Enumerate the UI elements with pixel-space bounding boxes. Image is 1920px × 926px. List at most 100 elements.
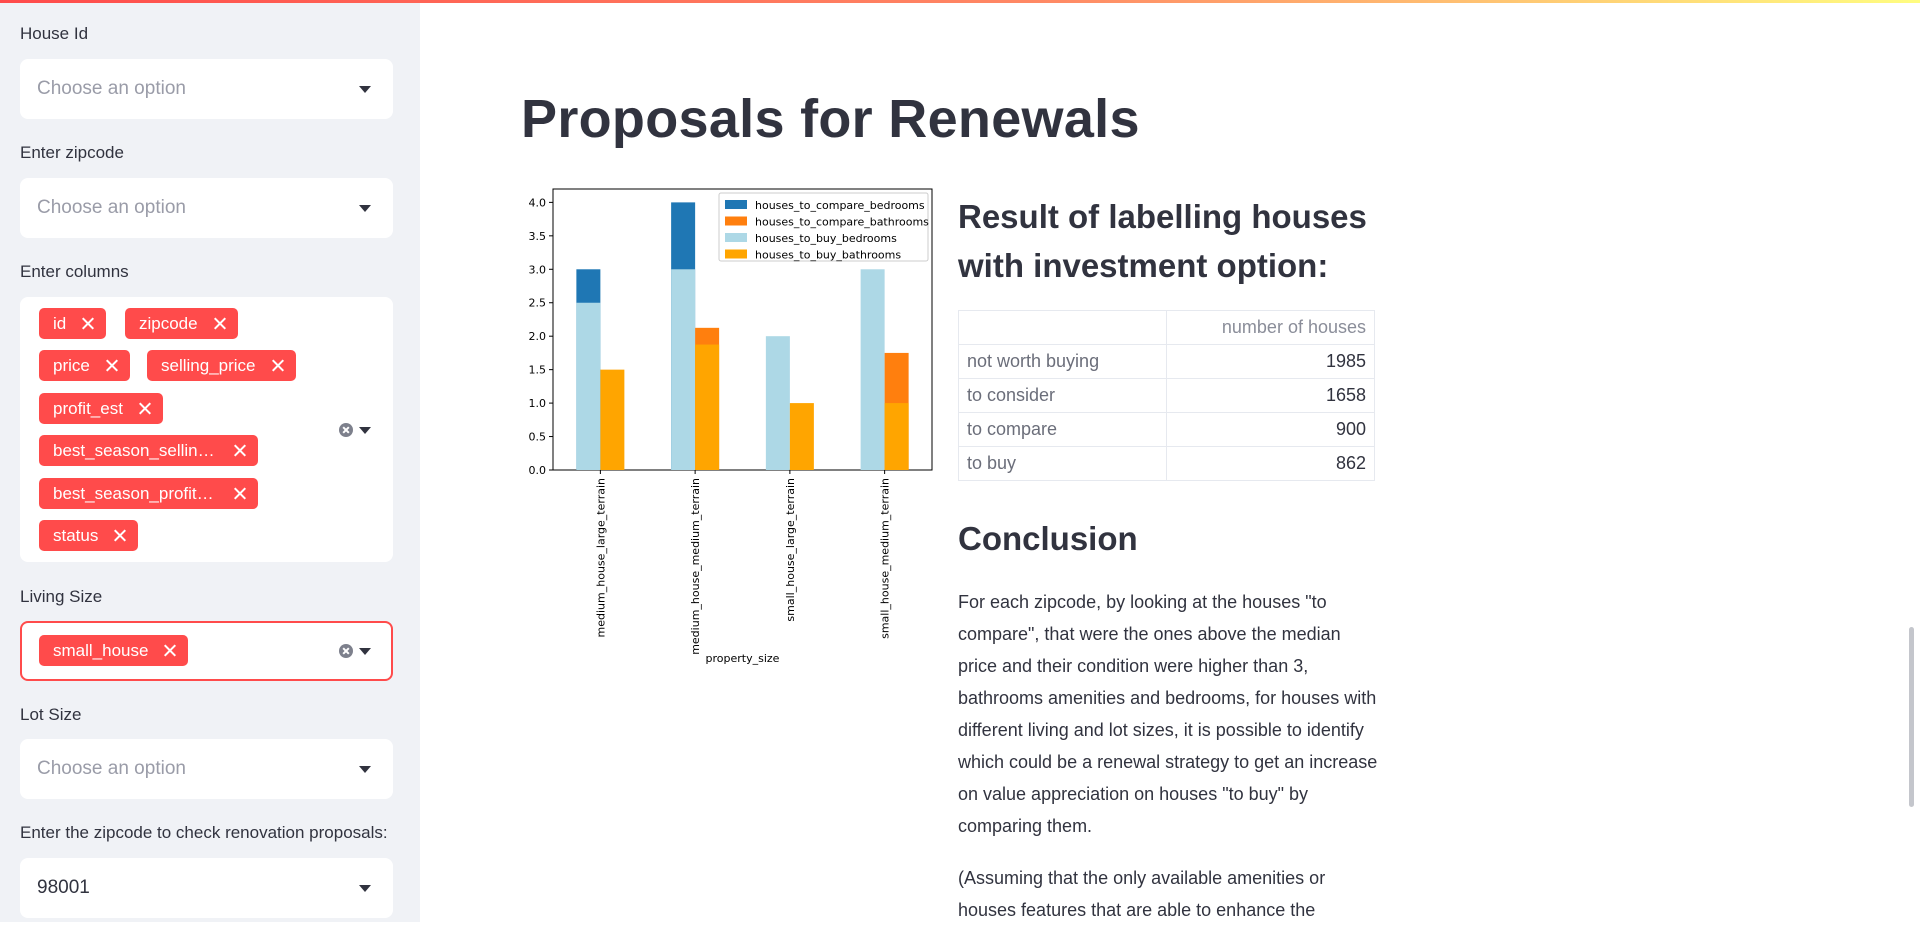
zipcode-label: Enter zipcode xyxy=(20,143,124,162)
y-tick-label: 3.0 xyxy=(529,263,547,276)
x-tick-label: medium_house_medium_terrain xyxy=(689,478,702,655)
result-table: number of houses not worth buying 1985 t… xyxy=(958,310,1375,481)
row-label: to compare xyxy=(958,412,1167,447)
table-header-row: number of houses xyxy=(958,310,1375,345)
chevron-down-icon[interactable] xyxy=(359,885,371,892)
row-label: not worth buying xyxy=(958,344,1167,379)
row-value: 900 xyxy=(1166,412,1375,447)
legend-swatch xyxy=(725,200,747,209)
table-row: to buy 862 xyxy=(958,446,1375,481)
column-tag-best-season-selling[interactable]: best_season_sellin… xyxy=(39,435,258,466)
conclusion-paragraph-2: (Assuming that the only available amenit… xyxy=(958,868,1326,920)
remove-tag-icon[interactable] xyxy=(113,520,127,551)
conclusion-heading: Conclusion xyxy=(958,520,1138,557)
column-tag-profit-est[interactable]: profit_est xyxy=(39,393,163,424)
zipcode-placeholder: Choose an option xyxy=(37,197,186,218)
tag-label: zipcode xyxy=(139,314,198,333)
bar-houses_to_buy_bedrooms xyxy=(576,302,601,470)
clear-all-icon[interactable] xyxy=(339,422,353,437)
column-tag-selling-price[interactable]: selling_price xyxy=(147,350,296,381)
main-content: Proposals for Renewals 0.0 0.5 1.0 1.5 2.0 2.… xyxy=(420,0,1920,922)
remove-tag-icon[interactable] xyxy=(233,435,247,466)
remove-tag-icon[interactable] xyxy=(233,478,247,509)
house-id-select[interactable]: Choose an option xyxy=(20,59,393,119)
legend-swatch xyxy=(725,233,747,242)
bar-chart: 0.0 0.5 1.0 1.5 2.0 2.5 3.0 3.5 4.0 medium_house_… xyxy=(521,180,1361,670)
renovation-zipcode-select[interactable]: 98001 xyxy=(20,858,393,918)
table-row: to compare 900 xyxy=(958,412,1375,447)
row-value: 862 xyxy=(1166,446,1375,481)
column-tag-id[interactable]: id xyxy=(39,308,107,339)
lot-size-placeholder: Choose an option xyxy=(37,758,186,779)
page-title: Proposals for Renewals xyxy=(521,89,1140,149)
sidebar: House Id Choose an option Enter zipcode … xyxy=(0,0,420,922)
result-heading: Result of labelling houses with investme… xyxy=(958,198,1367,284)
bar-chart-svg: 0.0 0.5 1.0 1.5 2.0 2.5 3.0 3.5 4.0 medium_house_… xyxy=(529,188,933,665)
chevron-down-icon[interactable] xyxy=(359,426,371,434)
living-size-multiselect[interactable]: small_house xyxy=(20,621,393,681)
legend-swatch xyxy=(725,216,747,226)
house-id-placeholder: Choose an option xyxy=(37,78,186,99)
bar-houses_to_buy_bathrooms xyxy=(884,403,909,470)
y-tick-label: 0.5 xyxy=(529,431,547,444)
row-value: 1658 xyxy=(1166,378,1375,413)
x-tick-label: medium_house_large_terrain xyxy=(594,478,607,637)
bar-houses_to_buy_bedrooms xyxy=(765,336,790,470)
tag-label: selling_price xyxy=(161,356,256,375)
y-tick-label: 2.5 xyxy=(529,297,547,310)
y-tick-label: 3.5 xyxy=(529,230,547,243)
chevron-down-icon[interactable] xyxy=(359,648,371,655)
living-size-tag-small-house[interactable]: small_house xyxy=(39,635,189,666)
x-axis-label: property_size xyxy=(706,652,780,665)
y-tick-label: 2.0 xyxy=(529,330,547,343)
renovation-zipcode-value: 98001 xyxy=(37,877,90,898)
zipcode-select[interactable]: Choose an option xyxy=(20,178,393,238)
house-id-label: House Id xyxy=(20,24,89,43)
clear-all-icon[interactable] xyxy=(339,644,353,658)
tag-label: profit_est xyxy=(53,399,123,418)
tag-label: small_house xyxy=(53,641,149,660)
tag-label: best_season_sellin… xyxy=(53,441,215,460)
lot-size-label: Lot Size xyxy=(20,705,82,724)
column-header: number of houses xyxy=(1166,310,1375,345)
legend-label: houses_to_buy_bedrooms xyxy=(755,232,897,245)
bar-houses_to_buy_bedrooms xyxy=(860,269,885,470)
y-tick-label: 4.0 xyxy=(529,196,547,209)
bar-houses_to_buy_bedrooms xyxy=(671,269,696,470)
row-value: 1985 xyxy=(1166,344,1375,379)
x-tick-label: small_house_medium_terrain xyxy=(879,478,892,639)
table-row: not worth buying 1985 xyxy=(958,344,1375,379)
chevron-down-icon[interactable] xyxy=(359,205,371,212)
conclusion-paragraph: For each zipcode, by looking at the hous… xyxy=(958,592,1378,836)
y-tick-label: 1.5 xyxy=(529,364,547,377)
column-tag-zipcode[interactable]: zipcode xyxy=(125,308,238,339)
top-decoration-bar xyxy=(0,0,1920,3)
columns-multiselect[interactable]: id zipcode price selling_price profit_es… xyxy=(20,297,393,562)
bar-houses_to_buy_bathrooms xyxy=(695,344,720,470)
columns-label: Enter columns xyxy=(20,262,129,281)
scrollbar-thumb[interactable] xyxy=(1909,627,1914,807)
chart-legend xyxy=(718,192,929,262)
chevron-down-icon[interactable] xyxy=(359,86,371,93)
column-tag-price[interactable]: price xyxy=(39,350,130,381)
bar-houses_to_buy_bathrooms xyxy=(789,403,814,470)
remove-tag-icon[interactable] xyxy=(213,308,227,339)
table-row: to consider 1658 xyxy=(958,378,1375,413)
column-tag-status[interactable]: status xyxy=(39,520,139,551)
bar-houses_to_buy_bathrooms xyxy=(600,369,625,470)
remove-tag-icon[interactable] xyxy=(138,393,152,424)
remove-tag-icon[interactable] xyxy=(271,350,285,381)
remove-tag-icon[interactable] xyxy=(105,350,119,381)
tag-label: id xyxy=(53,314,67,333)
legend-label: houses_to_compare_bedrooms xyxy=(755,199,925,212)
remove-tag-icon[interactable] xyxy=(163,635,177,666)
remove-tag-icon[interactable] xyxy=(81,308,95,339)
row-label: to consider xyxy=(958,378,1167,413)
lot-size-select[interactable]: Choose an option xyxy=(20,739,393,799)
tag-label: price xyxy=(53,356,90,375)
tag-label: status xyxy=(53,526,99,545)
chevron-down-icon[interactable] xyxy=(359,766,371,773)
tag-label: best_season_profit… xyxy=(53,484,214,503)
y-tick-label: 1.0 xyxy=(529,397,547,410)
column-tag-best-season-profit[interactable]: best_season_profit… xyxy=(39,478,258,509)
